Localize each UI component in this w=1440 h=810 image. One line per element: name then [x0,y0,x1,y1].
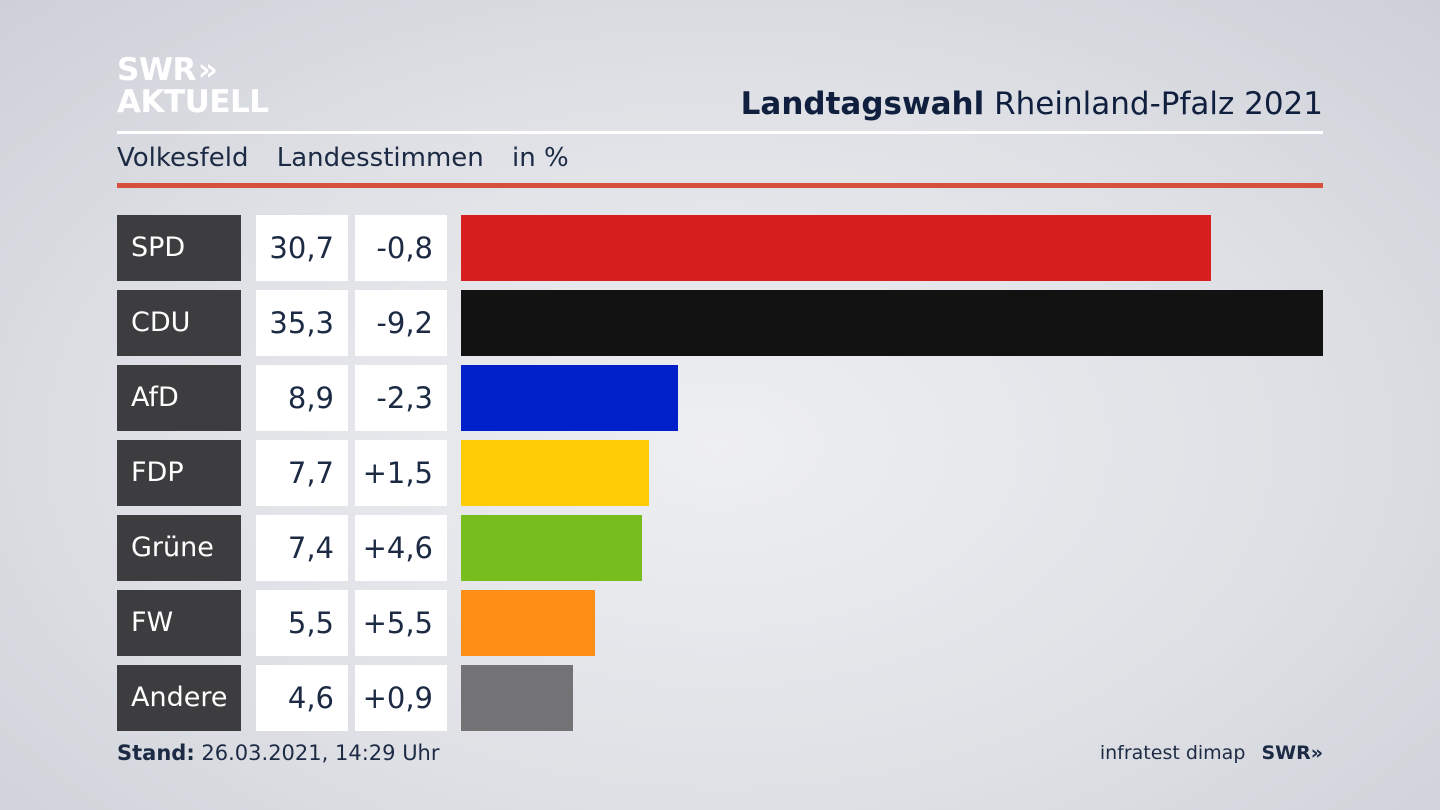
vote-share-value: 4,6 [256,665,348,731]
vote-change-value: -2,3 [355,365,447,431]
bar-afd [461,365,678,431]
timestamp: Stand: 26.03.2021, 14:29 Uhr [117,741,440,765]
page-title: Landtagswahl Rheinland-Pfalz 2021 [741,86,1323,122]
vote-change-value: +5,5 [355,590,447,656]
vote-share-value: 35,3 [256,290,348,356]
result-row: Grüne 7,4 +4,6 [117,515,1323,581]
title-rest: Rheinland-Pfalz 2021 [994,86,1323,122]
result-row: AfD 8,9 -2,3 [117,365,1323,431]
result-row: SPD 30,7 -0,8 [117,215,1323,281]
bar-cdu [461,290,1323,356]
source-credit: infratest dimap SWR» [1100,742,1323,764]
vote-share-value: 30,7 [256,215,348,281]
result-row: CDU 35,3 -9,2 [117,290,1323,356]
stand-value: 26.03.2021, 14:29 Uhr [201,741,440,765]
source-label: infratest dimap [1099,742,1246,764]
bar-spd [461,215,1211,281]
unit-label: in % [512,143,569,173]
vote-share-value: 7,7 [256,440,348,506]
logo-arrows-icon: » [197,52,218,88]
party-label: FW [117,590,241,656]
bar-fw [461,590,595,656]
vote-share-value: 8,9 [256,365,348,431]
party-label: FDP [117,440,241,506]
vote-change-value: +4,6 [355,515,447,581]
result-row: FDP 7,7 +1,5 [117,440,1323,506]
result-row: FW 5,5 +5,5 [117,590,1323,656]
result-row: Andere 4,6 +0,9 [117,665,1323,731]
party-label: CDU [117,290,241,356]
party-label: SPD [117,215,241,281]
header-divider [117,131,1323,134]
party-label: Andere [117,665,241,731]
bar-andere [461,665,573,731]
region-label: Volkesfeld [117,143,249,173]
logo-aktuell: AKTUELL [117,84,269,120]
party-label: Grüne [117,515,241,581]
title-bold: Landtagswahl [740,86,985,122]
vote-type-label: Landesstimmen [276,143,484,173]
vote-share-value: 7,4 [256,515,348,581]
vote-change-value: -9,2 [355,290,447,356]
party-label: AfD [117,365,241,431]
bar-gr-ne [461,515,642,581]
swr-brand-logo: SWR» [1261,742,1323,764]
vote-share-value: 5,5 [256,590,348,656]
accent-divider [117,183,1323,188]
subheader: Volkesfeld Landesstimmen in % [117,143,589,173]
vote-change-value: +0,9 [355,665,447,731]
brand-arrows-icon: » [1310,742,1323,764]
vote-change-value: -0,8 [355,215,447,281]
bar-fdp [461,440,649,506]
brand-text: SWR [1261,742,1311,764]
swr-aktuell-logo: SWR» AKTUELL [117,54,269,118]
logo-swr: SWR [117,52,196,88]
stand-label: Stand: [117,741,195,765]
vote-change-value: +1,5 [355,440,447,506]
